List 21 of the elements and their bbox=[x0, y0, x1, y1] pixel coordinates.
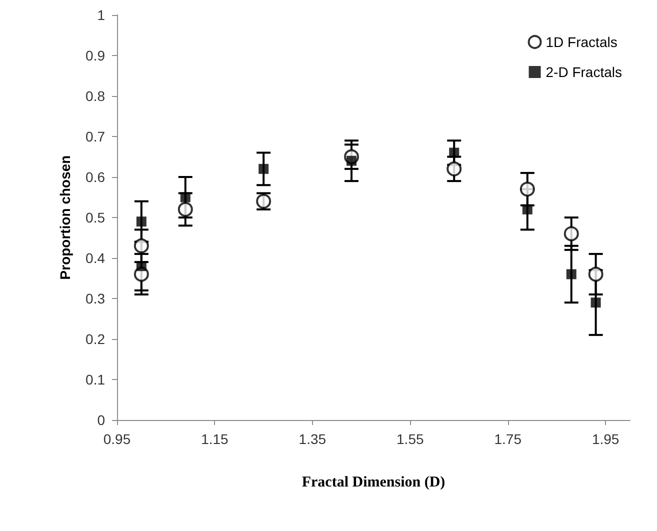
legend-label: 2-D Fractals bbox=[546, 64, 622, 80]
x-tick-label: 1.15 bbox=[201, 431, 229, 447]
y-tick-label: 0.1 bbox=[86, 372, 106, 388]
y-tick-label: 0.6 bbox=[86, 169, 106, 185]
x-tick-label: 1.95 bbox=[592, 431, 620, 447]
x-tick-label: 1.55 bbox=[396, 431, 424, 447]
legend-label: 1D Fractals bbox=[546, 34, 618, 50]
y-tick-label: 0.8 bbox=[86, 88, 106, 104]
x-axis-title: Fractal Dimension (D) bbox=[302, 474, 446, 490]
y-tick-label: 1 bbox=[97, 7, 106, 23]
y-axis-title: Proportion chosen bbox=[57, 155, 73, 280]
x-tick-label: 0.95 bbox=[103, 431, 131, 447]
y-tick-label: 0.3 bbox=[86, 290, 106, 306]
y-tick-label: 0 bbox=[97, 412, 106, 428]
x-tick-label: 1.75 bbox=[494, 431, 522, 447]
y-tick-label: 0.4 bbox=[86, 250, 106, 266]
y-tick-label: 0.9 bbox=[86, 48, 106, 64]
y-tick-label: 0.2 bbox=[86, 331, 106, 347]
y-tick-label: 0.7 bbox=[86, 128, 106, 144]
y-tick-label: 0.5 bbox=[86, 210, 106, 226]
x-tick-label: 1.35 bbox=[298, 431, 326, 447]
